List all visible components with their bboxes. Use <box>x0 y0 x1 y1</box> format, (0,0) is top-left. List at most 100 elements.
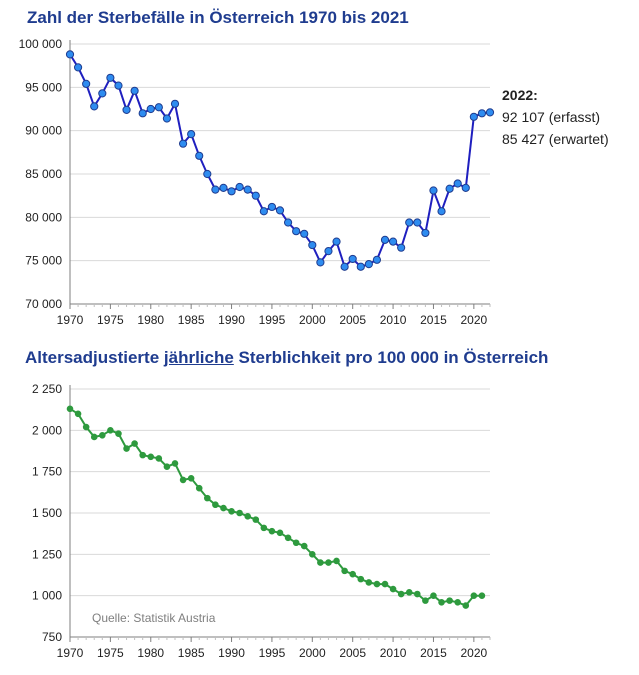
chart1-data-point <box>332 237 341 246</box>
chart2-y-tick-label: 1 500 <box>32 506 62 520</box>
chart2-data-point <box>220 504 227 512</box>
chart1-data-point <box>275 206 285 215</box>
chart2-data-point <box>389 585 397 593</box>
chart1-data-point <box>146 104 155 114</box>
chart1-data-point <box>372 255 382 264</box>
chart1-data-point <box>267 202 277 212</box>
chart1-data-point <box>316 258 325 267</box>
chart2-x-tick-label: 2010 <box>380 646 407 660</box>
chart1-data-point <box>211 185 220 194</box>
chart1-data-point <box>413 218 422 227</box>
chart2-data-point <box>309 551 316 558</box>
chart2-y-tick-label: 1 250 <box>32 547 62 561</box>
chart2-data-point <box>195 484 203 492</box>
chart2-data-point <box>462 602 470 609</box>
chart1-x-tick-label: 2010 <box>380 313 407 327</box>
chart2-data-point <box>115 430 122 437</box>
chart2-data-point <box>349 570 356 578</box>
chart1-y-tick-label: 80 000 <box>25 210 62 224</box>
chart1-data-point <box>469 112 478 121</box>
chart2-data-point <box>478 592 486 599</box>
chart2-data-point <box>90 433 98 441</box>
chart2-data-point <box>405 589 413 596</box>
chart2-data-point <box>228 508 235 515</box>
chart2-title-part1: Altersadjustierte <box>25 348 164 367</box>
chart1-data-point <box>98 89 107 98</box>
annotation-expected: 85 427 (erwartet) <box>502 131 609 147</box>
chart2-data-point <box>438 598 445 606</box>
chart1-x-tick-label: 2020 <box>460 313 487 327</box>
chart2-data-point <box>446 597 453 604</box>
chart1-data-point <box>300 229 309 238</box>
chart2-data-point <box>268 527 276 535</box>
chart1-data-point <box>90 102 99 111</box>
chart1-title: Zahl der Sterbefälle in Österreich 1970 … <box>27 8 409 27</box>
chart1-data-point <box>227 187 236 196</box>
chart1-y-tick-label: 90 000 <box>25 124 62 138</box>
chart1-data-point <box>138 109 147 118</box>
chart2-data-point <box>470 592 478 599</box>
chart2-y-tick-label: 750 <box>42 630 62 644</box>
chart2-data-point <box>357 575 365 583</box>
chart2-data-point <box>422 597 429 604</box>
chart1-y-tick-label: 75 000 <box>25 254 62 268</box>
chart1-data-point <box>421 228 430 238</box>
chart1-data-point <box>243 185 252 194</box>
chart1-data-point <box>461 183 470 192</box>
chart2-data-point <box>397 590 405 598</box>
chart1-y-tick-label: 70 000 <box>25 297 62 311</box>
chart1-data-point <box>324 247 333 256</box>
chart1-data-point <box>308 240 317 250</box>
chart2-data-point <box>276 529 284 537</box>
chart2-series-line <box>69 407 482 607</box>
chart2-data-point <box>236 509 243 517</box>
annotation-year: 2022: <box>502 87 538 103</box>
chart2-x-tick-label: 1995 <box>259 646 286 660</box>
chart2-data-point <box>284 534 292 542</box>
chart2-data-point <box>187 474 195 482</box>
chart1-data-point <box>73 63 83 72</box>
chart2-x-tick-label: 2015 <box>420 646 447 660</box>
chart1-data-point <box>114 81 123 90</box>
chart2-source-label: Quelle: Statistik Austria <box>92 611 216 625</box>
chart1-data-point <box>453 179 462 188</box>
chart2-x-tick-label: 1970 <box>57 646 84 660</box>
chart2-data-point <box>82 423 90 431</box>
chart2-x-tick-label: 2000 <box>299 646 326 660</box>
chart1-data-point <box>203 169 212 179</box>
chart2-data-point <box>171 460 179 467</box>
chart1-data-point <box>445 184 454 193</box>
chart2-data-point <box>99 431 106 439</box>
chart1-data-point <box>356 262 365 271</box>
chart1-data-point <box>130 86 139 95</box>
chart1-data-point <box>397 243 406 252</box>
chart1-x-tick-label: 1990 <box>218 313 245 327</box>
chart1-data-point <box>178 139 188 148</box>
chart2-data-point <box>252 516 260 523</box>
annotation-recorded: 92 107 (erfasst) <box>502 109 601 125</box>
chart1-data-point <box>405 218 414 227</box>
chart1-data-point <box>187 130 196 139</box>
chart2-data-point <box>244 513 251 520</box>
chart2-data-point <box>317 559 324 566</box>
chart2-data-point <box>179 476 187 484</box>
chart2-data-point <box>147 453 155 461</box>
chart2-data-point <box>381 580 389 588</box>
chart1-x-tick-label: 1995 <box>259 313 286 327</box>
chart2-data-point <box>341 567 348 575</box>
chart2-data-point <box>454 598 461 606</box>
chart2-data-point <box>107 427 114 434</box>
chart2-x-tick-label: 1980 <box>137 646 164 660</box>
chart1-annotation: 2022: 92 107 (erfasst) 85 427 (erwartet) <box>502 84 609 150</box>
chart2-y-tick-label: 2 000 <box>32 423 62 437</box>
chart2-data-point <box>430 592 437 599</box>
chart1-data-point <box>340 262 349 271</box>
chart2-data-point <box>131 440 138 447</box>
chart1-data-point <box>195 151 204 160</box>
chart2-title-part3: Sterblichkeit pro 100 000 in Österreich <box>233 348 549 367</box>
chart2-data-point <box>139 451 146 459</box>
chart2-x-tick-label: 1985 <box>178 646 205 660</box>
chart1-y-tick-label: 85 000 <box>25 167 62 181</box>
chart1-data-point <box>388 237 398 246</box>
